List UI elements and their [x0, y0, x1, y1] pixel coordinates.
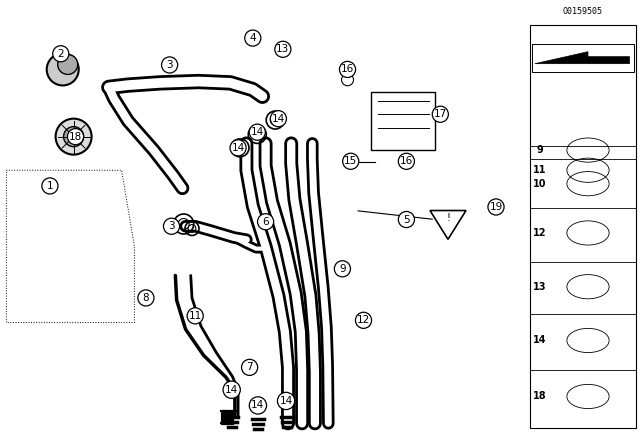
Polygon shape: [535, 52, 630, 64]
Text: 18: 18: [69, 132, 82, 142]
Circle shape: [432, 106, 449, 122]
Text: 11: 11: [189, 311, 202, 321]
Circle shape: [250, 397, 267, 414]
Text: 17: 17: [434, 109, 447, 119]
Text: 14: 14: [225, 385, 238, 395]
Text: 4: 4: [250, 33, 256, 43]
Circle shape: [398, 211, 415, 228]
Text: 14: 14: [533, 336, 547, 345]
Text: !: !: [446, 212, 450, 223]
Circle shape: [56, 119, 92, 155]
Text: 15: 15: [344, 156, 357, 166]
Text: 2: 2: [58, 49, 64, 59]
Circle shape: [47, 53, 79, 86]
Text: 8: 8: [143, 293, 149, 303]
Circle shape: [342, 153, 359, 169]
Text: 16: 16: [341, 65, 354, 74]
FancyBboxPatch shape: [371, 92, 435, 150]
Text: 5: 5: [403, 215, 410, 224]
Bar: [532, 44, 634, 72]
Text: 1: 1: [47, 181, 53, 191]
Circle shape: [230, 140, 246, 156]
Circle shape: [42, 178, 58, 194]
Text: 14: 14: [280, 396, 292, 406]
Text: 6: 6: [262, 217, 269, 227]
Circle shape: [270, 111, 287, 127]
Text: 9: 9: [536, 145, 543, 155]
Text: 19: 19: [490, 202, 502, 212]
Text: 3: 3: [166, 60, 173, 70]
Circle shape: [244, 30, 261, 46]
Circle shape: [249, 124, 266, 140]
Circle shape: [278, 392, 294, 409]
Text: 12: 12: [357, 315, 370, 325]
Text: 14: 14: [272, 114, 285, 124]
Text: 14: 14: [252, 401, 264, 410]
Circle shape: [223, 381, 241, 398]
Circle shape: [241, 359, 258, 375]
Circle shape: [67, 129, 84, 145]
Text: 18: 18: [533, 392, 547, 401]
Text: 13: 13: [533, 282, 547, 292]
Text: 11: 11: [533, 165, 547, 175]
Circle shape: [398, 153, 415, 169]
Circle shape: [163, 218, 180, 234]
Circle shape: [488, 199, 504, 215]
Text: 16: 16: [400, 156, 413, 166]
Text: O0159505: O0159505: [563, 7, 603, 16]
Circle shape: [334, 261, 351, 277]
Circle shape: [187, 308, 204, 324]
Circle shape: [161, 57, 178, 73]
Text: 14: 14: [232, 143, 244, 153]
Text: 14: 14: [251, 127, 264, 137]
Bar: [530, 25, 636, 428]
Circle shape: [63, 127, 84, 146]
Text: 10: 10: [533, 179, 547, 189]
Circle shape: [339, 61, 356, 78]
Circle shape: [52, 46, 69, 62]
Circle shape: [342, 74, 353, 86]
Text: 12: 12: [533, 228, 547, 238]
Circle shape: [275, 41, 291, 57]
Text: 13: 13: [276, 44, 289, 54]
Text: 7: 7: [246, 362, 253, 372]
Circle shape: [58, 55, 77, 74]
Text: 9: 9: [339, 264, 346, 274]
Circle shape: [257, 214, 274, 230]
Circle shape: [138, 290, 154, 306]
Text: 3: 3: [168, 221, 175, 231]
Circle shape: [355, 312, 372, 328]
Circle shape: [345, 157, 355, 167]
